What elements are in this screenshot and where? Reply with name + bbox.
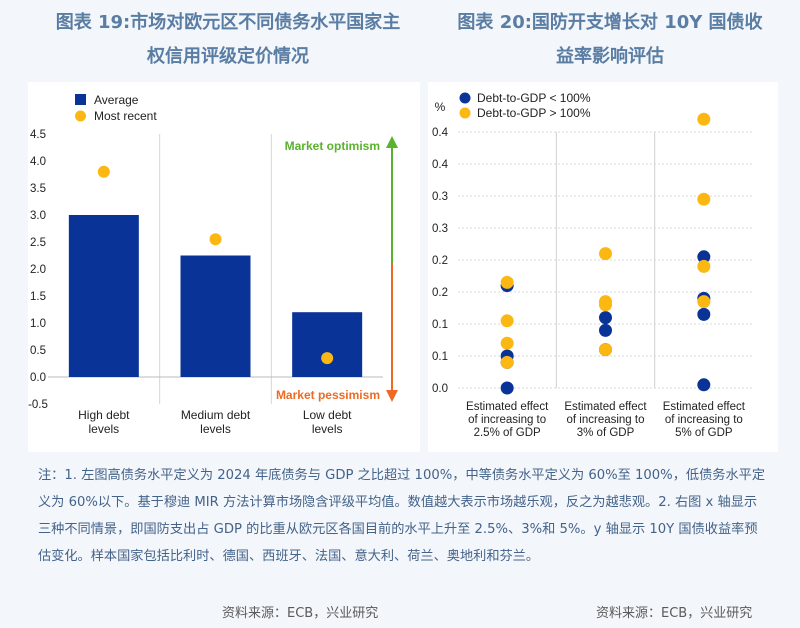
above-100-dot [697, 295, 711, 309]
y-tick-label: 0.5 [30, 345, 46, 357]
category-label: 2.5% of GDP [474, 427, 541, 439]
category-label: Low debt [303, 408, 352, 422]
y-axis-unit: % [435, 100, 446, 114]
right-title-line2: 益率影响评估 [556, 46, 664, 67]
legend-below-100-swatch [459, 92, 471, 104]
source-right: 资料来源：ECB，兴业研究 [596, 606, 753, 621]
legend-above-100-label: Debt-to-GDP > 100% [477, 106, 591, 120]
category-label: levels [312, 422, 343, 436]
below-100-dot [500, 381, 514, 395]
y-tick-label: 0.1 [432, 319, 448, 331]
legend-above-100-swatch [459, 107, 471, 119]
below-100-dot [697, 307, 711, 321]
legend-average-swatch [75, 94, 86, 105]
category-label: of increasing to [567, 414, 645, 426]
right-title-line1: 图表 20:国防开支增长对 10Y 国债收 [457, 12, 763, 33]
scatter-chart: 0.0 0.1 0.1 0.2 0.2 0.3 0.3 0.4 0.4% Estimated ef… [432, 91, 753, 439]
below-100-dot [697, 378, 711, 392]
legend-average-label: Average [94, 93, 139, 107]
left-title-line1: 图表 19:市场对欧元区不同债务水平国家主 [55, 12, 401, 33]
category-label: 5% of GDP [675, 427, 733, 439]
y-tick-label: 0.2 [432, 287, 448, 299]
above-100-dot [697, 192, 711, 206]
above-100-dot [599, 343, 612, 357]
above-100-dot [500, 314, 514, 328]
y-tick-label: 3.0 [30, 210, 46, 222]
category-label: of increasing to [468, 414, 546, 426]
legend-below-100-label: Debt-to-GDP < 100% [477, 91, 591, 105]
right-chart-title: 图表 20:国防开支增长对 10Y 国债收 益率影响评估 [430, 6, 790, 74]
optimism-label: Market optimism [285, 139, 380, 153]
chart-notes: 注：1. 左图高债务水平定义为 2024 年底债务与 GDP 之比超过 100%… [38, 468, 766, 564]
y-tick-label: 0.0 [30, 372, 46, 384]
above-100-dot [599, 298, 612, 312]
category-label: Medium debt [181, 408, 251, 422]
above-100-dot [500, 336, 514, 350]
most-recent-dot [209, 233, 222, 246]
average-bar [180, 255, 251, 377]
y-tick-label: 1.0 [30, 318, 46, 330]
bar-chart: -0.5 0.0 0.5 1.0 1.5 2.0 2.5 3.0 3.5 4.0 4.5 High d… [28, 93, 398, 436]
category-label: of increasing to [665, 414, 743, 426]
category-label: levels [200, 422, 231, 436]
category-label: Estimated effect [663, 401, 746, 413]
y-tick-label: 2.5 [30, 237, 46, 249]
y-tick-label: 4.5 [30, 129, 46, 141]
category-label: Estimated effect [466, 401, 549, 413]
above-100-dot [697, 259, 711, 273]
y-tick-label: 0.4 [432, 127, 449, 139]
y-tick-label: 0.1 [432, 351, 448, 363]
category-label: High debt [78, 408, 130, 422]
above-100-dot [697, 112, 711, 126]
y-tick-label: 4.0 [30, 156, 46, 168]
category-label: 3% of GDP [577, 427, 635, 439]
optimism-arrowhead [386, 136, 398, 148]
scatter-chart-panel: 0.0 0.1 0.1 0.2 0.2 0.3 0.3 0.4 0.4% Estimated ef… [428, 82, 778, 452]
y-tick-label: 0.3 [432, 223, 448, 235]
most-recent-dot [321, 352, 334, 365]
category-label: levels [88, 422, 119, 436]
average-bar [68, 215, 139, 377]
above-100-dot [500, 275, 514, 289]
legend-most-recent-swatch [75, 110, 86, 122]
category-label: Estimated effect [564, 401, 647, 413]
y-tick-label: 0.2 [432, 255, 448, 267]
y-tick-label: 0.0 [432, 383, 448, 395]
y-tick-label: -0.5 [28, 399, 48, 411]
bar-chart-panel: -0.5 0.0 0.5 1.0 1.5 2.0 2.5 3.0 3.5 4.0 4.5 High d… [28, 82, 420, 452]
pessimism-label: Market pessimism [276, 388, 380, 402]
above-100-dot [500, 355, 514, 369]
legend-most-recent-label: Most recent [94, 109, 157, 123]
y-tick-label: 2.0 [30, 264, 46, 276]
pessimism-arrowhead [386, 390, 398, 402]
y-tick-label: 0.3 [432, 191, 448, 203]
left-chart-title: 图表 19:市场对欧元区不同债务水平国家主 权信用评级定价情况 [28, 6, 428, 74]
average-bar [292, 312, 363, 377]
y-tick-label: 3.5 [30, 183, 46, 195]
y-tick-label: 1.5 [30, 291, 46, 303]
above-100-dot [599, 247, 612, 261]
y-tick-label: 0.4 [432, 159, 449, 171]
below-100-dot [599, 311, 612, 325]
below-100-dot [599, 323, 612, 337]
source-left: 资料来源：ECB，兴业研究 [222, 606, 379, 621]
left-title-line2: 权信用评级定价情况 [147, 46, 309, 67]
below-100-dot [697, 250, 711, 264]
most-recent-dot [97, 165, 110, 178]
